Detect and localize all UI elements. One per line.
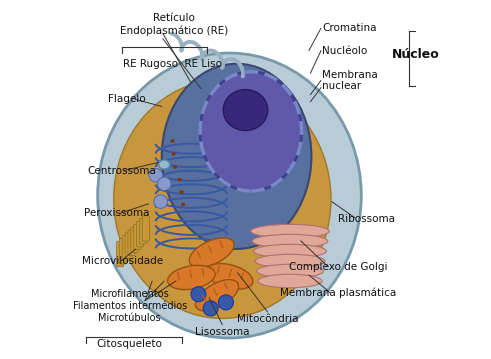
Ellipse shape	[170, 139, 175, 143]
Text: Mitocôndria: Mitocôndria	[237, 314, 299, 324]
Ellipse shape	[218, 295, 233, 310]
Ellipse shape	[223, 89, 268, 131]
FancyBboxPatch shape	[119, 239, 127, 264]
Ellipse shape	[177, 178, 182, 181]
Text: Microvilosidade: Microvilosidade	[82, 256, 164, 266]
Ellipse shape	[254, 244, 327, 258]
Text: Peroxissoma: Peroxissoma	[84, 208, 150, 218]
Text: Membrana plasmática: Membrana plasmática	[280, 288, 396, 298]
Ellipse shape	[171, 152, 176, 156]
Text: Microfilamentos
Filamentos intermédios
Microtúbulos: Microfilamentos Filamentos intermédios M…	[73, 289, 187, 322]
Text: RE Rugoso  RE Liso: RE Rugoso RE Liso	[123, 59, 222, 69]
Text: Membrana
nuclear: Membrana nuclear	[322, 70, 378, 91]
Ellipse shape	[158, 177, 171, 191]
Text: Complexo de Golgi: Complexo de Golgi	[289, 262, 387, 272]
Ellipse shape	[191, 287, 206, 302]
Text: Retículo
Endoplasmático (RE): Retículo Endoplasmático (RE)	[120, 13, 228, 36]
Text: Flagelo: Flagelo	[109, 94, 146, 104]
Ellipse shape	[114, 80, 331, 318]
Ellipse shape	[256, 264, 324, 278]
Ellipse shape	[154, 195, 167, 208]
Ellipse shape	[195, 280, 239, 311]
Ellipse shape	[173, 165, 177, 169]
Text: Lisossoma: Lisossoma	[195, 327, 249, 337]
FancyBboxPatch shape	[131, 227, 138, 252]
Text: Ribossoma: Ribossoma	[338, 214, 395, 224]
Ellipse shape	[251, 224, 329, 238]
Text: Cromatina: Cromatina	[322, 23, 377, 33]
Ellipse shape	[149, 168, 163, 182]
Ellipse shape	[255, 254, 325, 268]
Ellipse shape	[159, 160, 170, 169]
FancyBboxPatch shape	[139, 219, 146, 244]
Ellipse shape	[200, 72, 301, 191]
Ellipse shape	[190, 238, 234, 267]
FancyBboxPatch shape	[134, 224, 141, 250]
Text: Centrossoma: Centrossoma	[87, 165, 156, 176]
Ellipse shape	[167, 265, 215, 290]
FancyBboxPatch shape	[136, 222, 144, 247]
FancyBboxPatch shape	[142, 216, 149, 241]
FancyBboxPatch shape	[128, 230, 135, 255]
Text: Nucléolo: Nucléolo	[322, 46, 367, 56]
FancyBboxPatch shape	[116, 242, 124, 267]
Ellipse shape	[98, 53, 361, 338]
FancyBboxPatch shape	[125, 233, 132, 258]
Ellipse shape	[252, 234, 328, 248]
Text: Citosqueleto: Citosqueleto	[97, 339, 163, 349]
Ellipse shape	[203, 301, 218, 316]
Ellipse shape	[206, 264, 253, 289]
Ellipse shape	[258, 274, 322, 288]
Ellipse shape	[162, 64, 311, 249]
Ellipse shape	[181, 202, 185, 206]
Ellipse shape	[179, 190, 184, 194]
FancyBboxPatch shape	[122, 236, 129, 261]
Text: Núcleo: Núcleo	[392, 48, 439, 61]
